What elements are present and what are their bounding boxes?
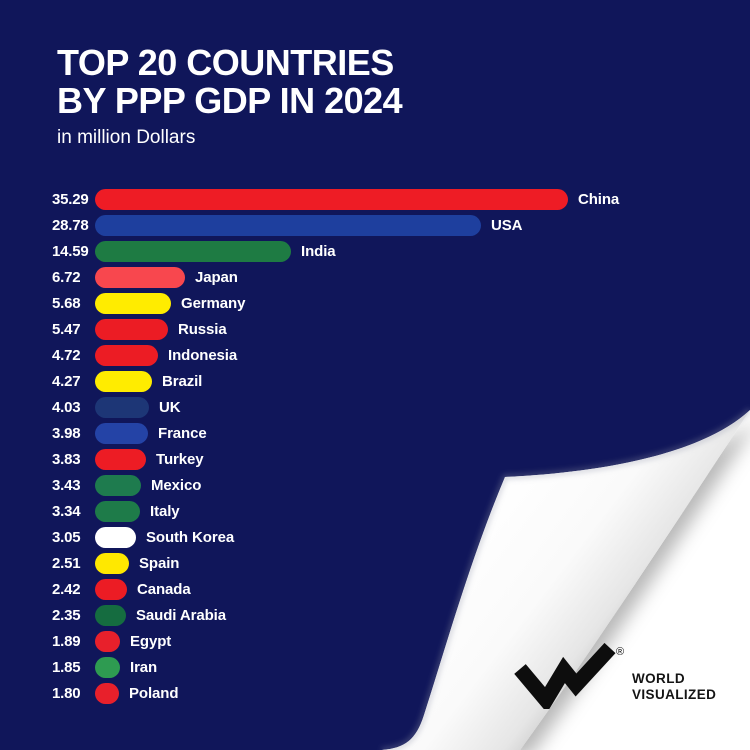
bar-iran: [95, 656, 120, 678]
value-label: 3.83: [52, 450, 81, 468]
value-label: 35.29: [52, 190, 89, 208]
brand-line-2: VISUALIZED: [632, 686, 717, 702]
bar-row: 3.43 Mexico: [52, 472, 742, 498]
bar-indonesia: [95, 344, 158, 366]
value-label: 5.68: [52, 294, 81, 312]
country-label: Italy: [150, 502, 180, 520]
bar-poland: [95, 682, 119, 704]
value-label: 4.03: [52, 398, 81, 416]
country-label: Iran: [130, 658, 158, 676]
bar-brazil: [95, 370, 152, 392]
bar-egypt: [95, 630, 120, 652]
value-label: 6.72: [52, 268, 81, 286]
brand-line-1: WORLD: [632, 671, 685, 686]
bar-row: 14.59 India: [52, 238, 742, 264]
brand-name: WORLD VISUALIZED: [632, 671, 716, 702]
bar-row: 35.29 China: [52, 186, 742, 212]
bar-row: 1.89 Egypt: [52, 628, 742, 654]
value-label: 2.42: [52, 580, 81, 598]
country-label: Brazil: [162, 372, 203, 390]
bar-row: 2.35 Saudi Arabia: [52, 602, 742, 628]
country-label: USA: [491, 216, 523, 234]
bar-france: [95, 422, 148, 444]
bar-chart: 35.29 China 28.78 USA 14.59 India 6.72 Japan 5.6…: [52, 186, 742, 706]
registered-mark-icon: ®: [616, 646, 624, 658]
country-label: Indonesia: [168, 346, 238, 364]
country-label: France: [158, 424, 207, 442]
value-label: 3.05: [52, 528, 81, 546]
country-label: Germany: [181, 294, 246, 312]
bar-row: 1.85 Iran: [52, 654, 742, 680]
country-label: Japan: [195, 268, 238, 286]
value-label: 1.89: [52, 632, 81, 650]
bar-row: 5.68 Germany: [52, 290, 742, 316]
country-label: India: [301, 242, 336, 260]
bar-row: 4.72 Indonesia: [52, 342, 742, 368]
brand-logo: ® WORLD VISUALIZED: [510, 641, 720, 716]
bar-turkey: [95, 448, 146, 470]
country-label: Egypt: [130, 632, 172, 650]
bar-china: [95, 188, 568, 210]
value-label: 5.47: [52, 320, 81, 338]
country-label: Canada: [137, 580, 191, 598]
value-label: 1.80: [52, 684, 81, 702]
country-label: Turkey: [156, 450, 204, 468]
bar-row: 2.42 Canada: [52, 576, 742, 602]
value-label: 3.98: [52, 424, 81, 442]
bar-row: 4.03 UK: [52, 394, 742, 420]
bar-saudi-arabia: [95, 604, 126, 626]
value-label: 28.78: [52, 216, 89, 234]
bar-uk: [95, 396, 149, 418]
bar-india: [95, 240, 291, 262]
bar-row: 3.98 France: [52, 420, 742, 446]
bar-row: 2.51 Spain: [52, 550, 742, 576]
value-label: 3.43: [52, 476, 81, 494]
country-label: Saudi Arabia: [136, 606, 226, 624]
bar-germany: [95, 292, 171, 314]
bar-canada: [95, 578, 127, 600]
value-label: 14.59: [52, 242, 89, 260]
bar-spain: [95, 552, 129, 574]
value-label: 3.34: [52, 502, 81, 520]
country-label: UK: [159, 398, 181, 416]
chart-unit-subtitle: in million Dollars: [57, 127, 196, 148]
bar-row: 1.80 Poland: [52, 680, 742, 706]
title-line-2: BY PPP GDP IN 2024: [57, 80, 403, 121]
value-label: 1.85: [52, 658, 81, 676]
bar-mexico: [95, 474, 141, 496]
bar-row: 28.78 USA: [52, 212, 742, 238]
bar-italy: [95, 500, 140, 522]
bar-row: 6.72 Japan: [52, 264, 742, 290]
bar-russia: [95, 318, 168, 340]
title-line-1: TOP 20 COUNTRIES: [57, 42, 394, 83]
value-label: 2.35: [52, 606, 81, 624]
country-label: Poland: [129, 684, 179, 702]
country-label: China: [578, 190, 620, 208]
bar-row: 3.34 Italy: [52, 498, 742, 524]
bar-usa: [95, 214, 481, 236]
country-label: Russia: [178, 320, 227, 338]
bar-row: 4.27 Brazil: [52, 368, 742, 394]
bar-row: 5.47 Russia: [52, 316, 742, 342]
bar-row: 3.05 South Korea: [52, 524, 742, 550]
bar-row: 3.83 Turkey: [52, 446, 742, 472]
page-title: TOP 20 COUNTRIES BY PPP GDP IN 2024: [57, 42, 403, 121]
header: TOP 20 COUNTRIES BY PPP GDP IN 2024 in mi…: [57, 42, 403, 149]
country-label: Spain: [139, 554, 180, 572]
country-label: Mexico: [151, 476, 202, 494]
bar-south-korea: [95, 526, 136, 548]
value-label: 2.51: [52, 554, 81, 572]
wv-logo-icon: ®: [514, 643, 624, 709]
value-label: 4.72: [52, 346, 81, 364]
value-label: 4.27: [52, 372, 81, 390]
bar-japan: [95, 266, 185, 288]
country-label: South Korea: [146, 528, 235, 546]
